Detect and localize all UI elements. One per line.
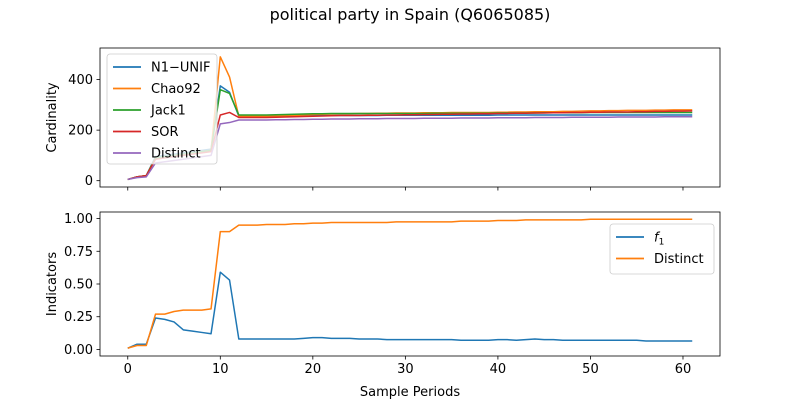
x-tick-label-6: 60 <box>675 362 692 377</box>
legend-label-0-0: N1−UNIF <box>151 61 210 76</box>
y-axis-label-0: Cardinality <box>45 82 60 153</box>
x-tick-label-1: 10 <box>212 362 229 377</box>
plot-frame-0 <box>99 47 721 188</box>
y-tick-label-1-1: 0.25 <box>64 310 93 325</box>
y-tick-label-1-3: 0.75 <box>64 245 93 260</box>
legend-1: f1 Distinct <box>609 223 715 275</box>
y-tick-label-0-1: 200 <box>68 124 93 139</box>
legend-label-1-1: Distinct <box>654 252 704 267</box>
legend-box-0 <box>106 53 218 165</box>
legend-label-0-3: SOR <box>151 125 179 140</box>
x-tick-label-2: 20 <box>305 362 322 377</box>
y-tick-label-1-2: 0.50 <box>64 278 93 293</box>
x-axis-label: Sample Periods <box>360 385 460 400</box>
series-line-1-1 <box>127 218 693 349</box>
series-line-1-0 <box>127 271 693 349</box>
cardinality-panel: 0 200 400 Cardinality N1−UNIF Chao92 Jack1 SOR D… <box>45 47 721 191</box>
y-tick-label-0-0: 0 <box>85 174 93 189</box>
x-tick-label-3: 30 <box>397 362 414 377</box>
figure-title: political party in Spain (Q6065085) <box>270 5 551 24</box>
legend-label-1-0: f1 <box>654 231 664 248</box>
x-tick-label-0: 0 <box>124 362 132 377</box>
y-tick-label-1-4: 1.00 <box>64 212 93 227</box>
x-tick-label-4: 40 <box>490 362 507 377</box>
legend-0: N1−UNIF Chao92 Jack1 SOR Distinct <box>106 53 218 165</box>
y-tick-label-1-0: 0.00 <box>64 343 93 358</box>
series-line-0-4 <box>127 115 693 181</box>
legend-label-0-1: Chao92 <box>151 82 201 97</box>
legend-label-0-2: Jack1 <box>150 104 186 119</box>
series-line-0-3 <box>127 110 693 181</box>
legend-label-0-4: Distinct <box>151 147 201 162</box>
y-tick-label-0-2: 400 <box>68 73 93 88</box>
indicators-panel: 0 10 20 30 40 50 60 0.00 0.25 0.50 0.75 1.00 Indicat… <box>45 211 721 400</box>
y-axis-label-1: Indicators <box>45 252 60 316</box>
x-tick-label-5: 50 <box>582 362 599 377</box>
